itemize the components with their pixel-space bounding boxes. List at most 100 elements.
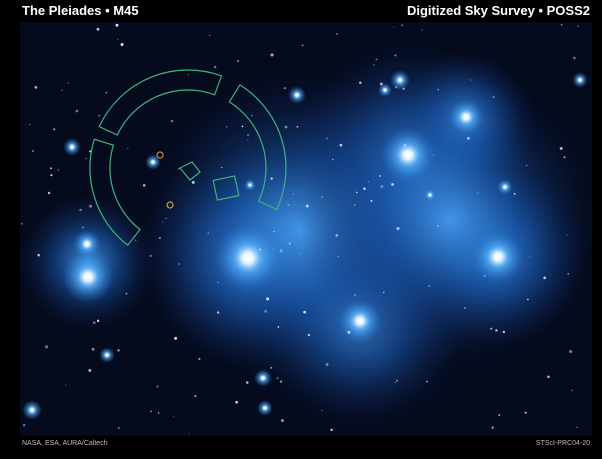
faint-star: [174, 337, 177, 340]
star: [22, 400, 42, 420]
faint-star: [437, 225, 439, 227]
faint-star: [547, 375, 550, 378]
faint-star: [92, 348, 95, 351]
faint-star: [370, 200, 372, 202]
star: [378, 83, 392, 97]
faint-star: [157, 385, 159, 387]
faint-star: [379, 175, 381, 177]
star: [62, 251, 114, 303]
faint-star: [380, 185, 383, 188]
faint-star: [135, 240, 137, 242]
faint-star: [217, 282, 218, 283]
faint-star: [235, 401, 238, 404]
faint-star: [121, 43, 124, 46]
faint-star: [281, 419, 284, 422]
star: [288, 86, 306, 104]
faint-star: [569, 350, 572, 353]
faint-star: [303, 311, 306, 314]
star: [63, 138, 81, 156]
faint-star: [21, 223, 23, 225]
faint-star: [403, 88, 405, 90]
faint-star: [491, 426, 494, 429]
star: [572, 72, 588, 88]
faint-star: [53, 128, 55, 130]
faint-star: [433, 155, 434, 156]
faint-star: [237, 60, 239, 62]
faint-star: [97, 320, 99, 322]
faint-star: [438, 89, 439, 90]
faint-star: [577, 26, 578, 27]
faint-star: [85, 158, 86, 159]
faint-star: [391, 183, 394, 186]
faint-star: [278, 326, 280, 328]
image-id: STScI-PRC04-20: [536, 440, 590, 447]
faint-star: [97, 28, 100, 31]
faint-star: [76, 110, 79, 113]
faint-star: [543, 277, 546, 280]
faint-star: [29, 124, 30, 125]
star: [145, 154, 161, 170]
faint-star: [289, 242, 291, 244]
faint-star: [493, 96, 495, 98]
faint-star: [158, 412, 160, 414]
survey-label: Digitized Sky Survey • POSS2: [407, 3, 590, 18]
star: [380, 127, 436, 183]
star: [244, 179, 256, 191]
faint-star: [162, 221, 163, 222]
faint-star: [208, 233, 209, 234]
faint-star: [127, 148, 128, 149]
faint-star: [23, 424, 25, 426]
faint-star: [117, 349, 119, 351]
faint-star: [65, 385, 66, 386]
faint-star: [373, 64, 374, 65]
faint-star: [321, 196, 322, 197]
faint-star: [296, 126, 298, 128]
faint-star: [395, 382, 396, 383]
faint-star: [271, 178, 273, 180]
faint-star: [280, 249, 283, 252]
star: [338, 299, 382, 343]
faint-star: [126, 293, 128, 295]
faint-star: [247, 134, 249, 136]
faint-star: [266, 297, 269, 300]
faint-star: [326, 138, 328, 140]
faint-star: [401, 24, 402, 25]
faint-star: [495, 329, 498, 332]
star: [254, 369, 272, 387]
faint-star: [561, 24, 563, 26]
faint-star: [118, 427, 120, 429]
faint-star: [470, 79, 471, 80]
faint-star: [330, 429, 332, 431]
faint-star: [116, 24, 119, 27]
faint-star: [293, 194, 294, 195]
faint-star: [514, 193, 516, 195]
faint-star: [159, 237, 161, 239]
faint-star: [354, 294, 356, 296]
faint-star: [573, 57, 576, 60]
faint-star: [50, 167, 52, 169]
faint-star: [82, 227, 84, 229]
faint-star: [576, 427, 578, 429]
faint-star: [61, 90, 62, 91]
faint-star: [375, 58, 377, 60]
faint-star: [277, 377, 279, 379]
faint-star: [171, 120, 174, 123]
star: [424, 189, 436, 201]
faint-star: [273, 231, 274, 232]
faint-star: [209, 35, 210, 36]
faint-star: [527, 299, 529, 301]
faint-star: [226, 126, 228, 128]
faint-star: [566, 234, 567, 235]
faint-star: [89, 205, 92, 208]
faint-star: [335, 234, 338, 237]
image-title: The Pleiades • M45: [22, 3, 139, 18]
faint-star: [403, 144, 406, 147]
faint-star: [259, 248, 261, 250]
star: [448, 99, 484, 135]
faint-star: [194, 395, 196, 397]
faint-star: [173, 416, 174, 417]
faint-star: [308, 334, 310, 336]
faint-star: [306, 205, 309, 208]
faint-star: [285, 126, 288, 129]
faint-star: [567, 273, 569, 275]
